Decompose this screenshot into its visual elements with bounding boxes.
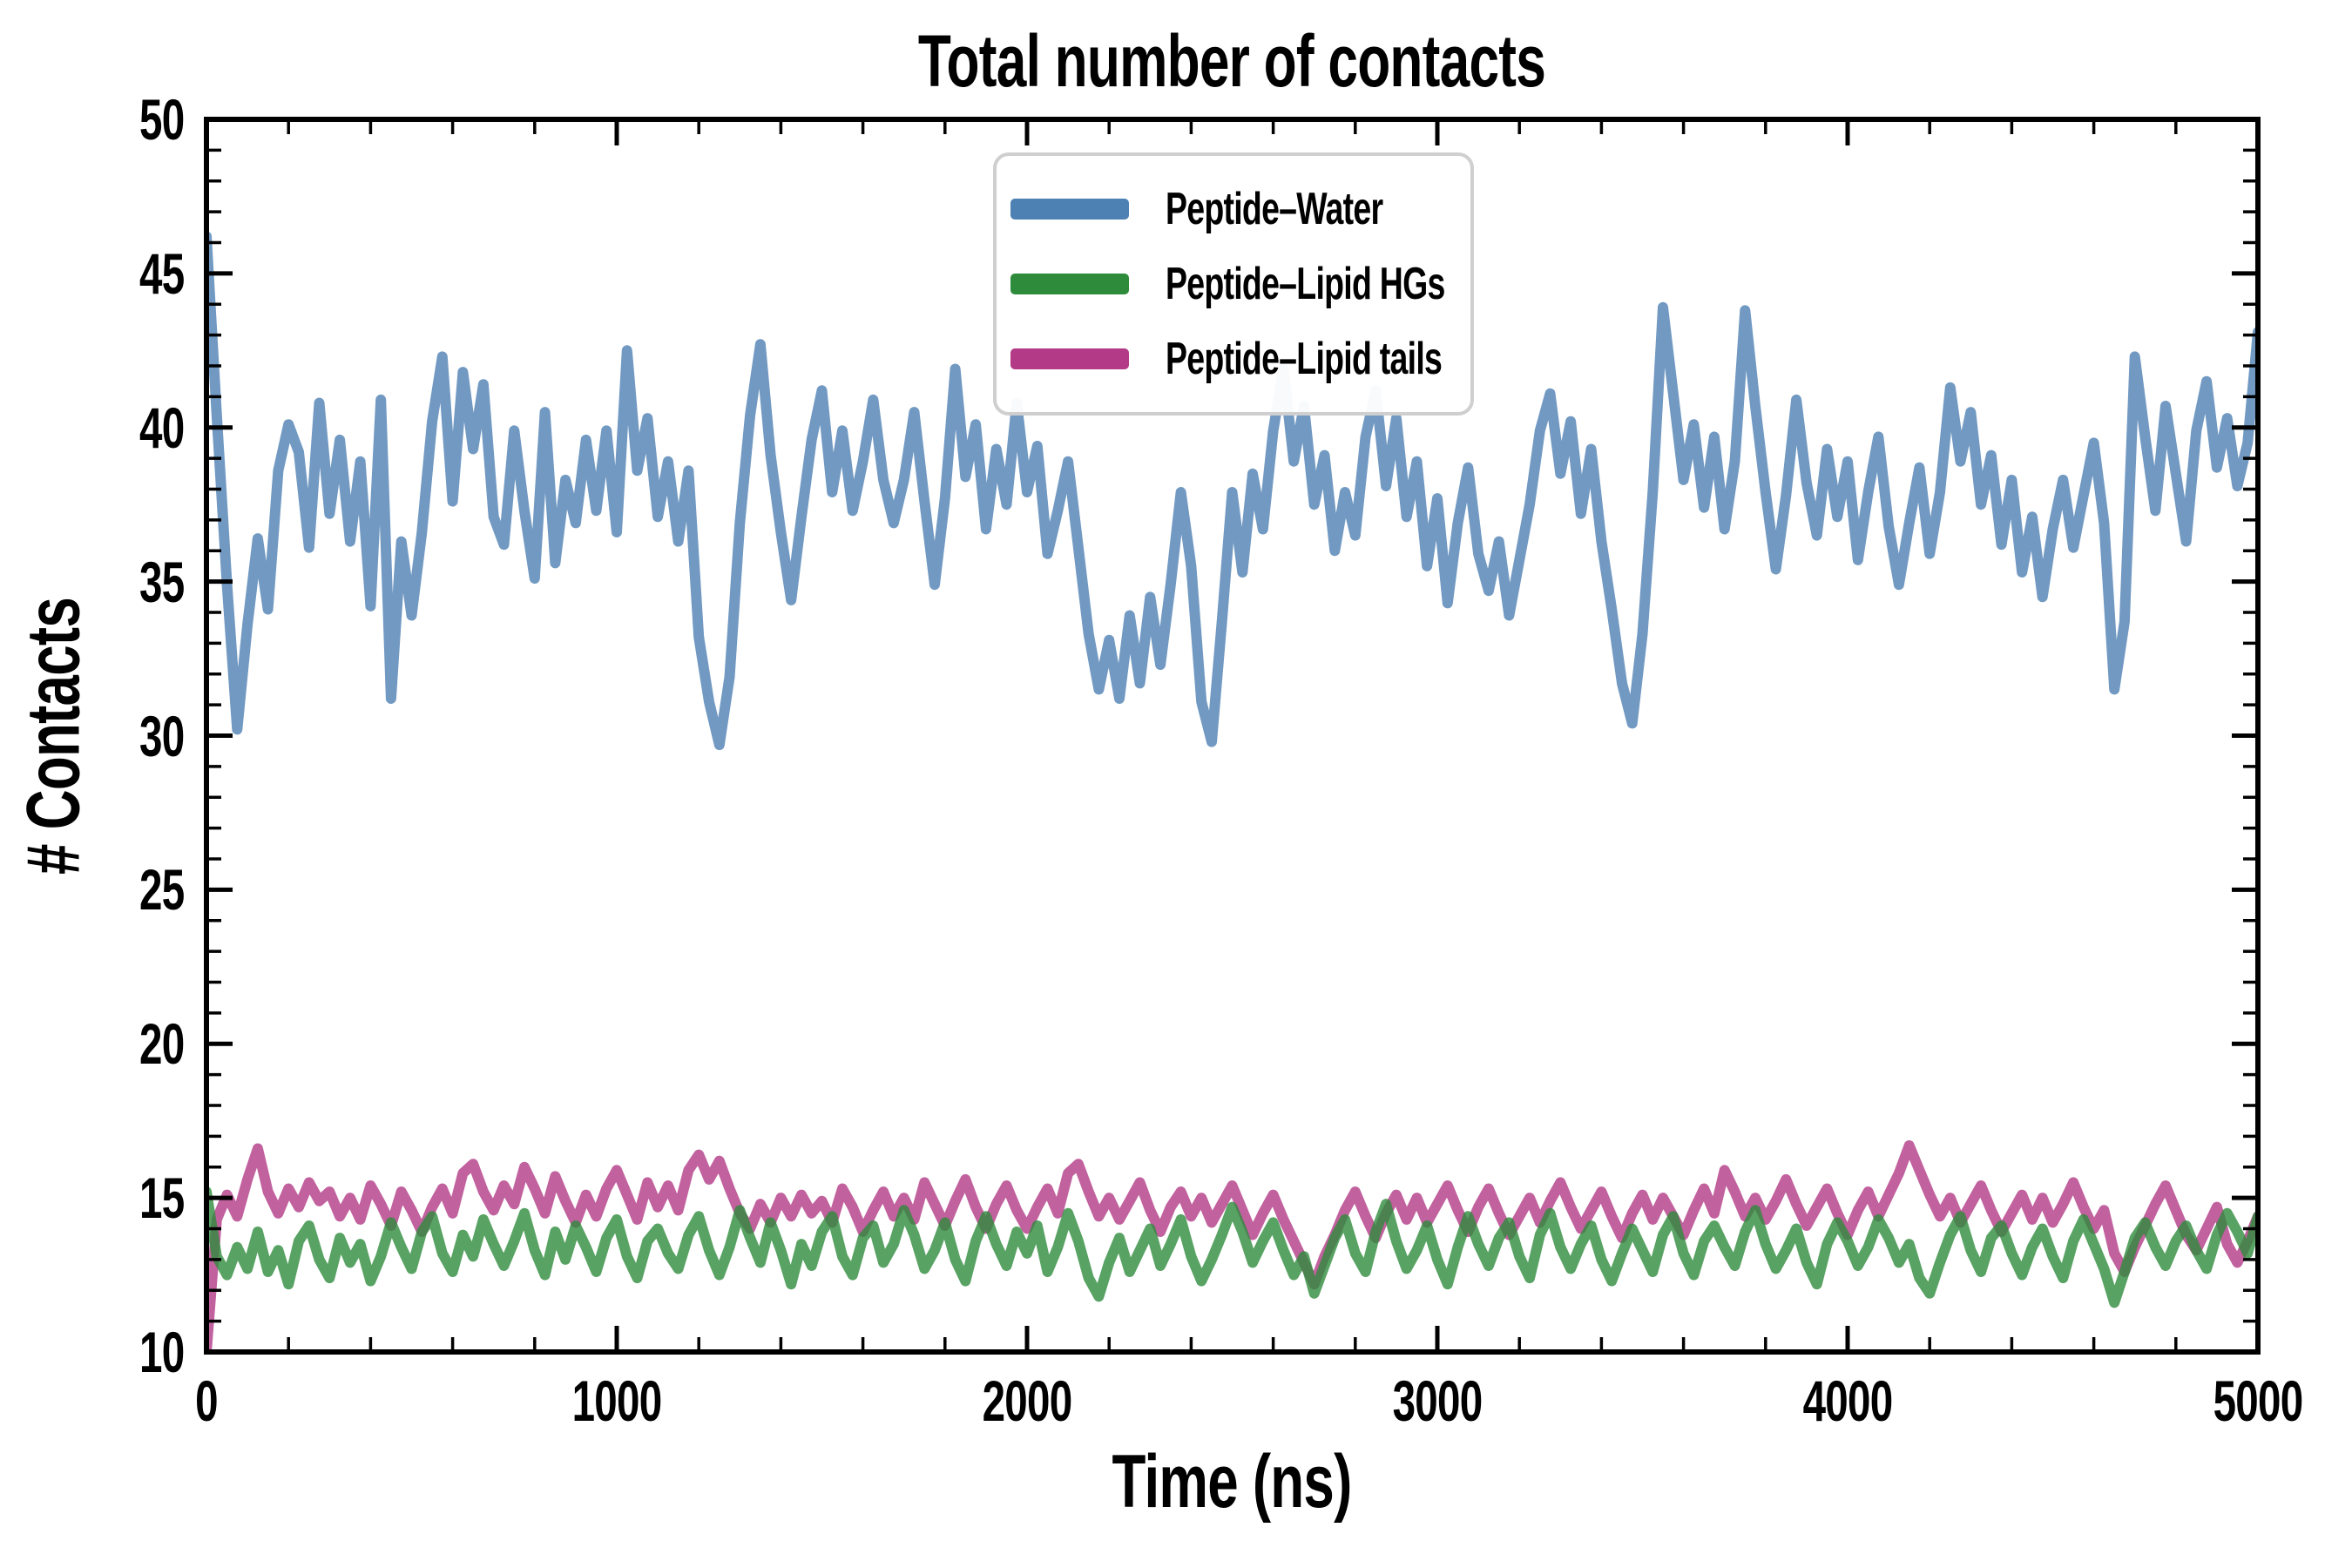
y-tick-label-50: 50	[139, 87, 185, 152]
legend-swatch-magenta-line	[1010, 348, 1129, 369]
y-tick-label-20: 20	[139, 1011, 185, 1077]
x-tick-label-2000: 2000	[982, 1369, 1073, 1433]
series-line-peptide-lipid-hgs	[206, 1186, 2258, 1308]
series-line-peptide-lipid-tails	[206, 1140, 2258, 1352]
legend-swatch-blue-line	[1010, 199, 1129, 220]
legend-label: Peptide–Lipid HGs	[1166, 259, 1445, 309]
x-tick-label-3000: 3000	[1392, 1369, 1484, 1433]
legend-box: Peptide–Water Peptide–Lipid HGs Peptide–…	[993, 152, 1474, 416]
y-axis-label: # Contacts	[11, 598, 96, 875]
y-tick-label-45: 45	[139, 240, 185, 306]
y-tick-label-25: 25	[139, 857, 185, 923]
y-tick-label-30: 30	[139, 703, 185, 768]
y-tick-label-40: 40	[139, 395, 185, 460]
y-tick-label-10: 10	[139, 1320, 185, 1384]
legend-label: Peptide–Water	[1166, 184, 1383, 234]
legend-label: Peptide–Lipid tails	[1166, 334, 1443, 384]
x-axis-label: Time (ns)	[1112, 1440, 1352, 1524]
legend-item-peptide-lipid-tails: Peptide–Lipid tails	[1010, 333, 1470, 385]
x-tick-label-1000: 1000	[571, 1369, 663, 1433]
chart-title: Total number of contacts	[917, 20, 1546, 102]
x-tick-label-5000: 5000	[2213, 1369, 2304, 1433]
series-line-peptide-water	[206, 231, 2258, 751]
legend-swatch-green-line	[1010, 274, 1129, 294]
y-tick-label-35: 35	[139, 549, 185, 614]
axes-spines	[204, 117, 2261, 1355]
data-series-lines	[206, 231, 2258, 1352]
legend-item-peptide-lipid-hgs: Peptide–Lipid HGs	[1010, 258, 1470, 310]
legend-item-peptide-water: Peptide–Water	[1010, 183, 1470, 235]
x-tick-label-4000: 4000	[1802, 1369, 1894, 1433]
y-tick-label-15: 15	[139, 1166, 185, 1231]
x-tick-label-0: 0	[195, 1369, 218, 1433]
